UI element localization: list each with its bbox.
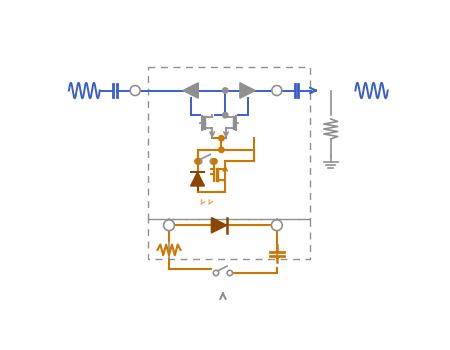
Circle shape <box>223 88 228 93</box>
Polygon shape <box>240 83 255 98</box>
Circle shape <box>219 147 224 153</box>
Polygon shape <box>191 172 204 186</box>
Circle shape <box>195 159 200 164</box>
Bar <box>148 68 310 219</box>
Polygon shape <box>212 218 227 233</box>
Circle shape <box>219 135 224 141</box>
Circle shape <box>223 112 228 118</box>
Circle shape <box>272 85 282 96</box>
Circle shape <box>130 85 140 96</box>
Circle shape <box>212 159 217 164</box>
Bar <box>148 219 310 259</box>
Circle shape <box>196 159 202 164</box>
Circle shape <box>227 270 233 276</box>
Circle shape <box>164 220 175 231</box>
Circle shape <box>210 159 216 164</box>
Circle shape <box>213 270 219 276</box>
Circle shape <box>271 220 282 231</box>
Polygon shape <box>183 83 198 98</box>
